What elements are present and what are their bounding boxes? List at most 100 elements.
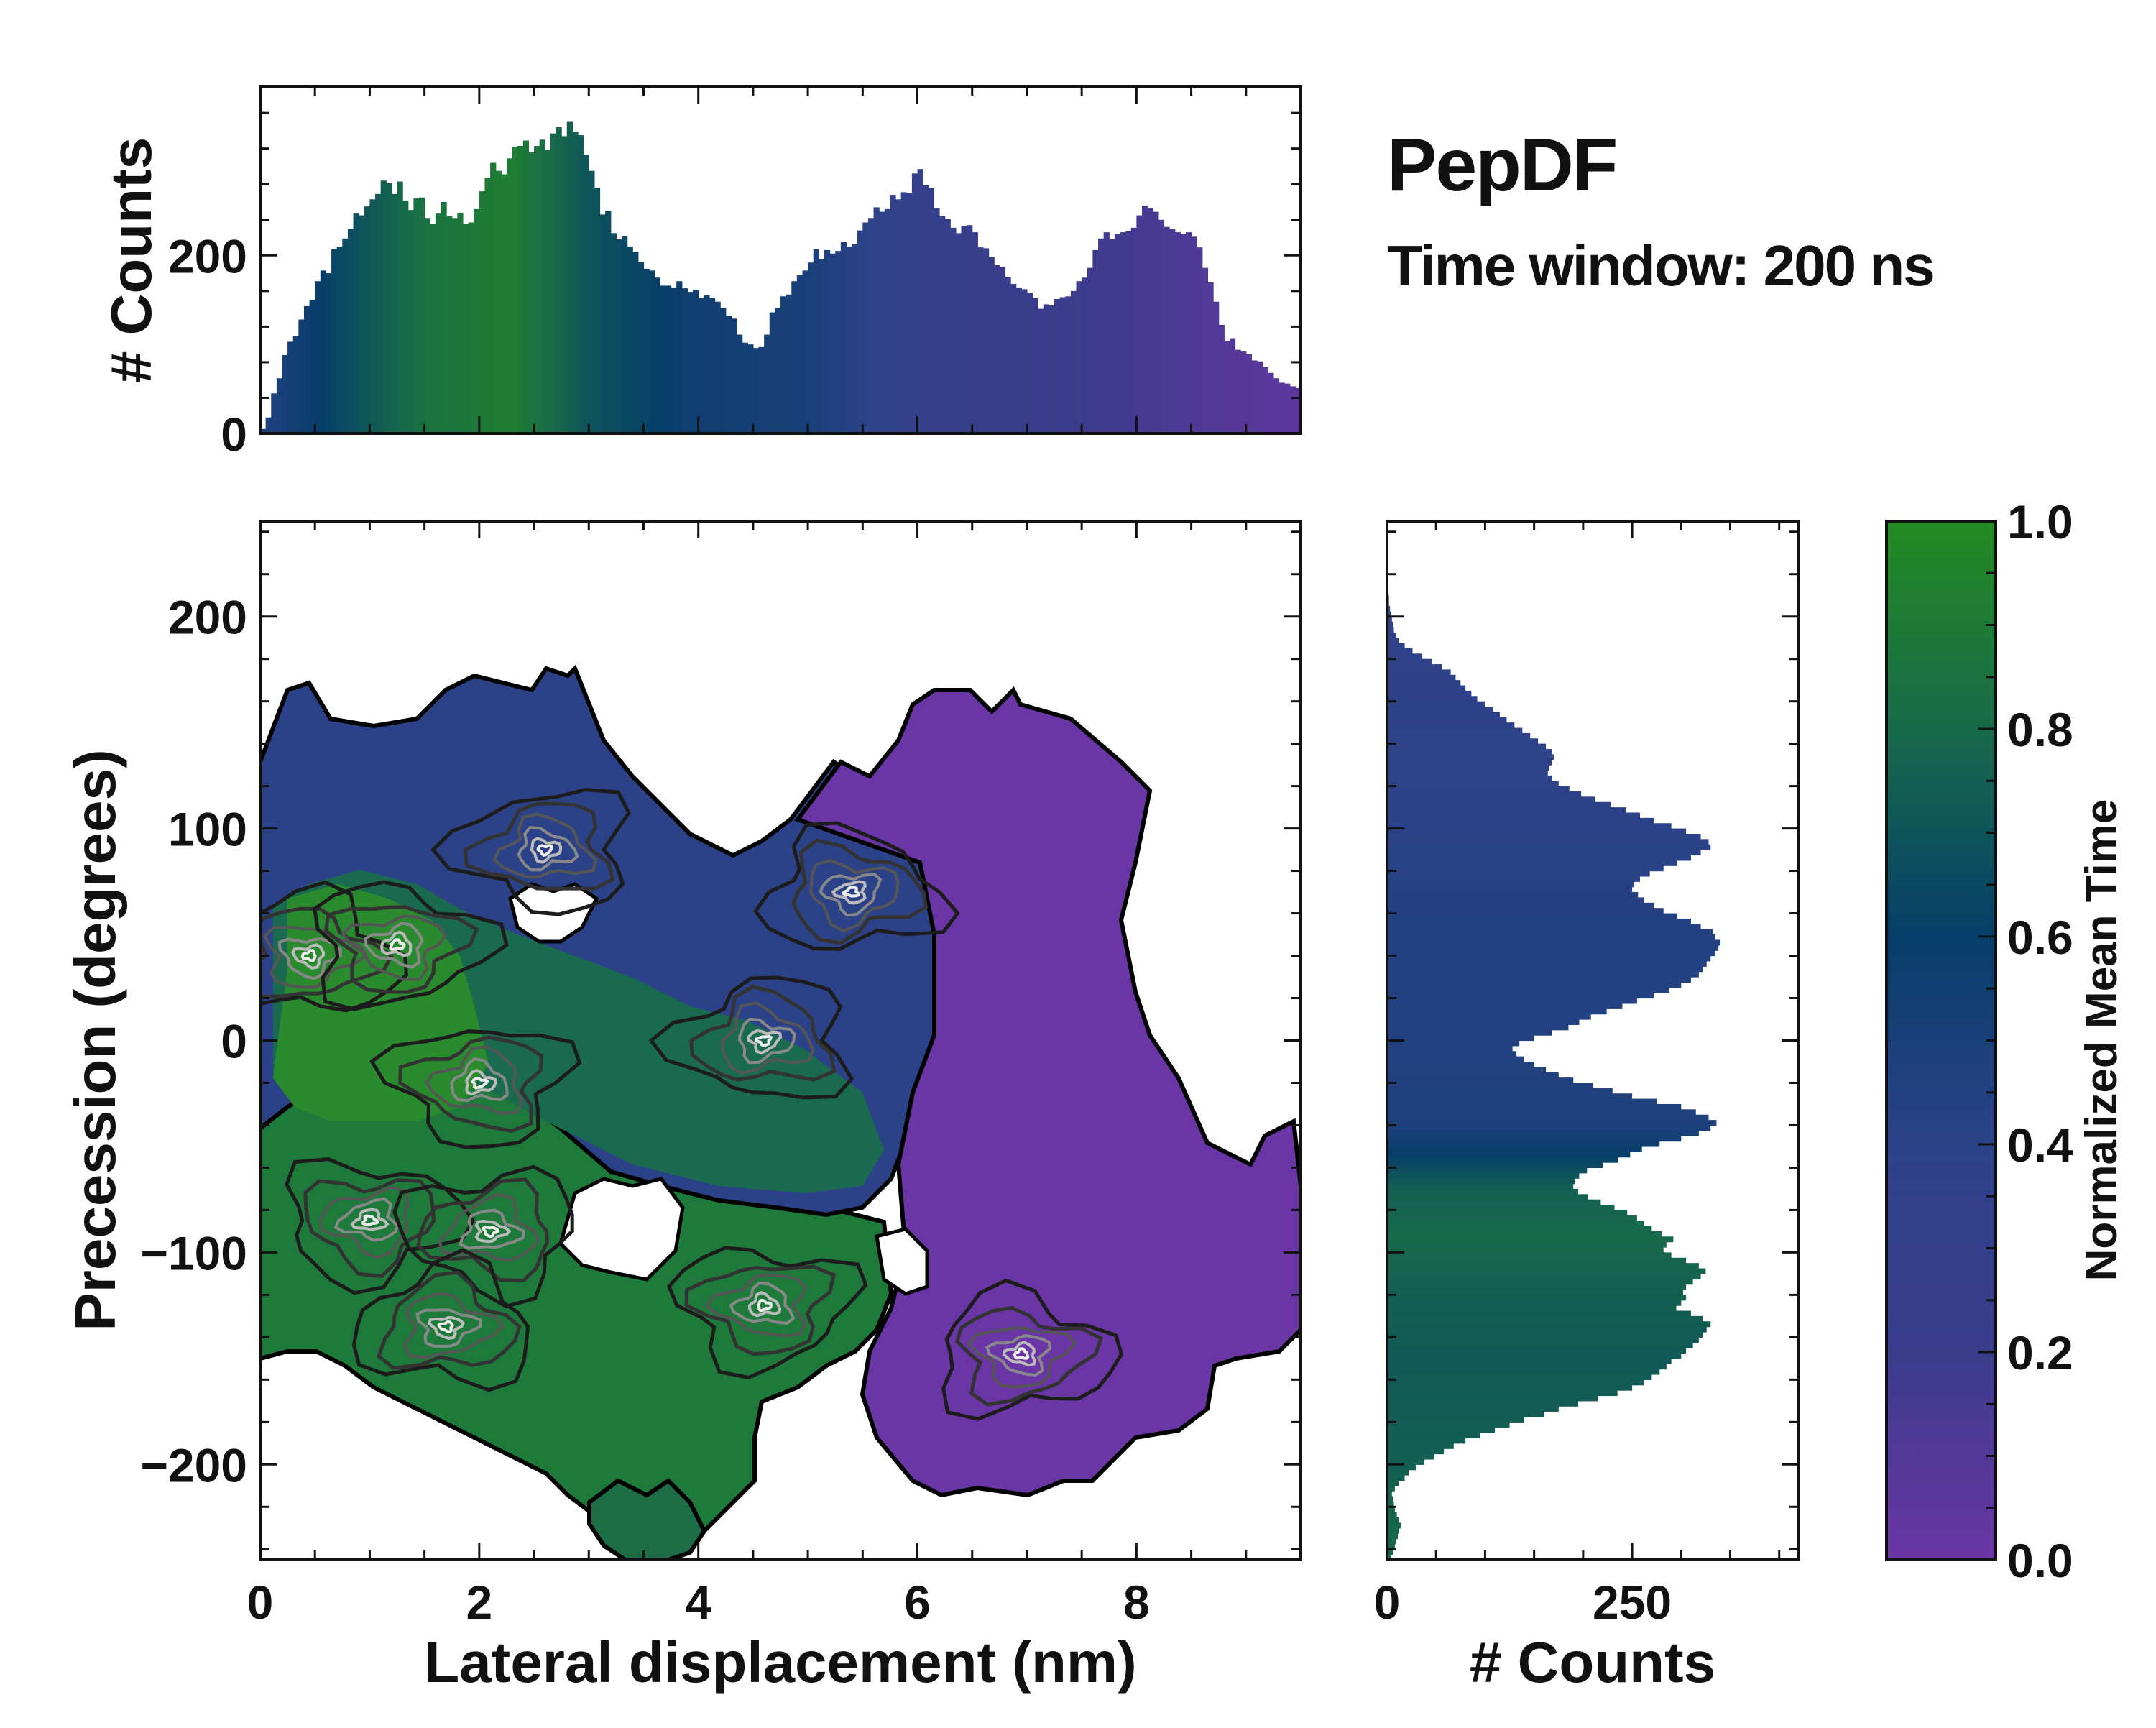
contour-line — [403, 1292, 505, 1359]
contour-line — [689, 985, 837, 1082]
right-histogram-bar — [1387, 823, 1672, 829]
right-histogram-bar — [1387, 918, 1691, 924]
top-histogram-bar — [1317, 395, 1323, 433]
right-histogram-bar — [1387, 1231, 1662, 1237]
right-histogram-bar — [1387, 1496, 1393, 1502]
top-histogram-bar — [610, 233, 617, 433]
contour-line — [333, 1197, 400, 1242]
right-histogram-bar — [1387, 902, 1654, 909]
colorbar-label: Normalized Mean Time — [2077, 799, 2127, 1282]
colorbar-tick-label: 0.2 — [2007, 1326, 2073, 1379]
contour-line — [425, 1045, 524, 1115]
top-histogram-bar — [884, 208, 891, 433]
top-histogram-bar — [665, 285, 672, 433]
top-histogram-bar — [791, 281, 798, 433]
right-histogram-bar — [1387, 1295, 1687, 1301]
contour-line — [323, 905, 479, 994]
right-histogram-bar — [1387, 1257, 1687, 1264]
contour-line — [967, 1326, 1077, 1389]
right-histogram-bar — [1387, 701, 1485, 707]
contour-line — [684, 1264, 837, 1356]
right-histogram-bar — [1387, 945, 1719, 951]
top-histogram-bar — [654, 277, 660, 433]
top-histogram-bar — [819, 259, 825, 433]
top-histogram-bar — [484, 178, 491, 433]
top-histogram-bar — [698, 298, 704, 433]
top-histogram-bar — [528, 152, 535, 433]
top-histogram-bar — [737, 334, 743, 433]
right-histogram-bar — [1387, 1152, 1631, 1158]
right-histogram-bar — [1387, 632, 1396, 638]
top-histogram-bar — [1207, 282, 1214, 433]
right-histogram-bar — [1387, 1205, 1615, 1211]
top-histogram-bar — [950, 227, 957, 433]
right-xlabel: # Counts — [1470, 1630, 1715, 1694]
top-histogram-bar — [315, 281, 321, 433]
top-histogram-bar — [1235, 349, 1241, 433]
right-histogram-bar — [1387, 605, 1391, 612]
top-histogram-bar — [271, 393, 277, 433]
right-histogram-bar — [1387, 1019, 1580, 1025]
top-histogram-bar — [1098, 238, 1105, 433]
right-histogram-bar — [1387, 616, 1392, 622]
right-histogram-bar — [1387, 622, 1393, 628]
top-histogram-bar — [1322, 400, 1328, 433]
contour-line — [517, 826, 579, 872]
top-histogram-bar — [1158, 219, 1165, 433]
right-histogram-bar — [1387, 828, 1687, 835]
top-histogram-bar — [495, 170, 502, 433]
top-histogram-bar — [430, 224, 436, 433]
top-histogram-bar — [758, 346, 765, 433]
top-histogram-bar — [1059, 297, 1066, 433]
top-histogram-bar — [1076, 281, 1082, 433]
top-histogram-bar — [326, 273, 332, 433]
right-histogram-bar — [1387, 1458, 1424, 1465]
right-histogram-bar — [1387, 707, 1493, 713]
top-histogram-bar — [506, 158, 513, 433]
top-histogram-bar — [446, 216, 453, 433]
right-histogram-bar — [1387, 1538, 1396, 1545]
right-histogram-bar — [1387, 1178, 1575, 1185]
right-histogram-bar — [1387, 738, 1539, 745]
right-histogram-bar — [1387, 1172, 1580, 1179]
top-histogram-bar — [402, 201, 409, 433]
top-histogram-bar — [490, 162, 497, 433]
contour-line — [471, 1077, 489, 1090]
top-histogram-bar — [714, 301, 721, 433]
top-histogram-bar — [982, 248, 990, 433]
right-histogram-bar — [1387, 1014, 1591, 1020]
contour-line — [437, 1320, 454, 1334]
colorbar-tick-label: 0.6 — [2007, 911, 2073, 964]
top-histogram-bar — [917, 169, 923, 433]
top-histogram-bar — [906, 193, 913, 433]
contour-line — [721, 1001, 815, 1075]
right-histogram-bar — [1387, 1390, 1618, 1397]
right-histogram-bar — [1387, 801, 1611, 808]
top-histogram-bar — [862, 222, 869, 433]
right-histogram-bar — [1387, 924, 1701, 930]
top-histogram-bar — [1378, 414, 1383, 433]
right-histogram-bar — [1387, 1088, 1613, 1094]
top-histogram-bar — [808, 262, 814, 433]
top-histogram-bar — [977, 247, 984, 433]
right-histogram-bars — [1387, 584, 1720, 1560]
top-histogram-bar — [1141, 205, 1148, 433]
right-histogram-bar — [1387, 1374, 1652, 1380]
top-histogram-bar — [1202, 267, 1209, 433]
joint-heatmap-panel: 0 2 4 6 8 200 100 0 −100 −200 Lateral displacemen… — [63, 520, 1302, 1694]
top-histogram-bar — [1279, 382, 1285, 433]
top-histogram-bar — [895, 199, 902, 433]
top-histogram-bar — [474, 208, 480, 433]
top-histogram-bar — [1383, 414, 1388, 433]
top-histogram-bar — [1092, 249, 1099, 433]
top-y-tick-label: 200 — [168, 229, 247, 282]
top-histogram-bar — [1240, 351, 1247, 433]
top-histogram-bar — [972, 232, 978, 433]
top-histogram-bar — [561, 136, 568, 433]
right-histogram-bar — [1387, 1029, 1552, 1036]
y-tick-label: 200 — [168, 591, 247, 644]
top-histogram-bar — [320, 270, 327, 433]
top-histogram-bar — [292, 336, 299, 433]
right-histogram-bar — [1387, 1125, 1711, 1131]
title-block: PepDF Time window: 200 ns — [1387, 126, 1935, 298]
